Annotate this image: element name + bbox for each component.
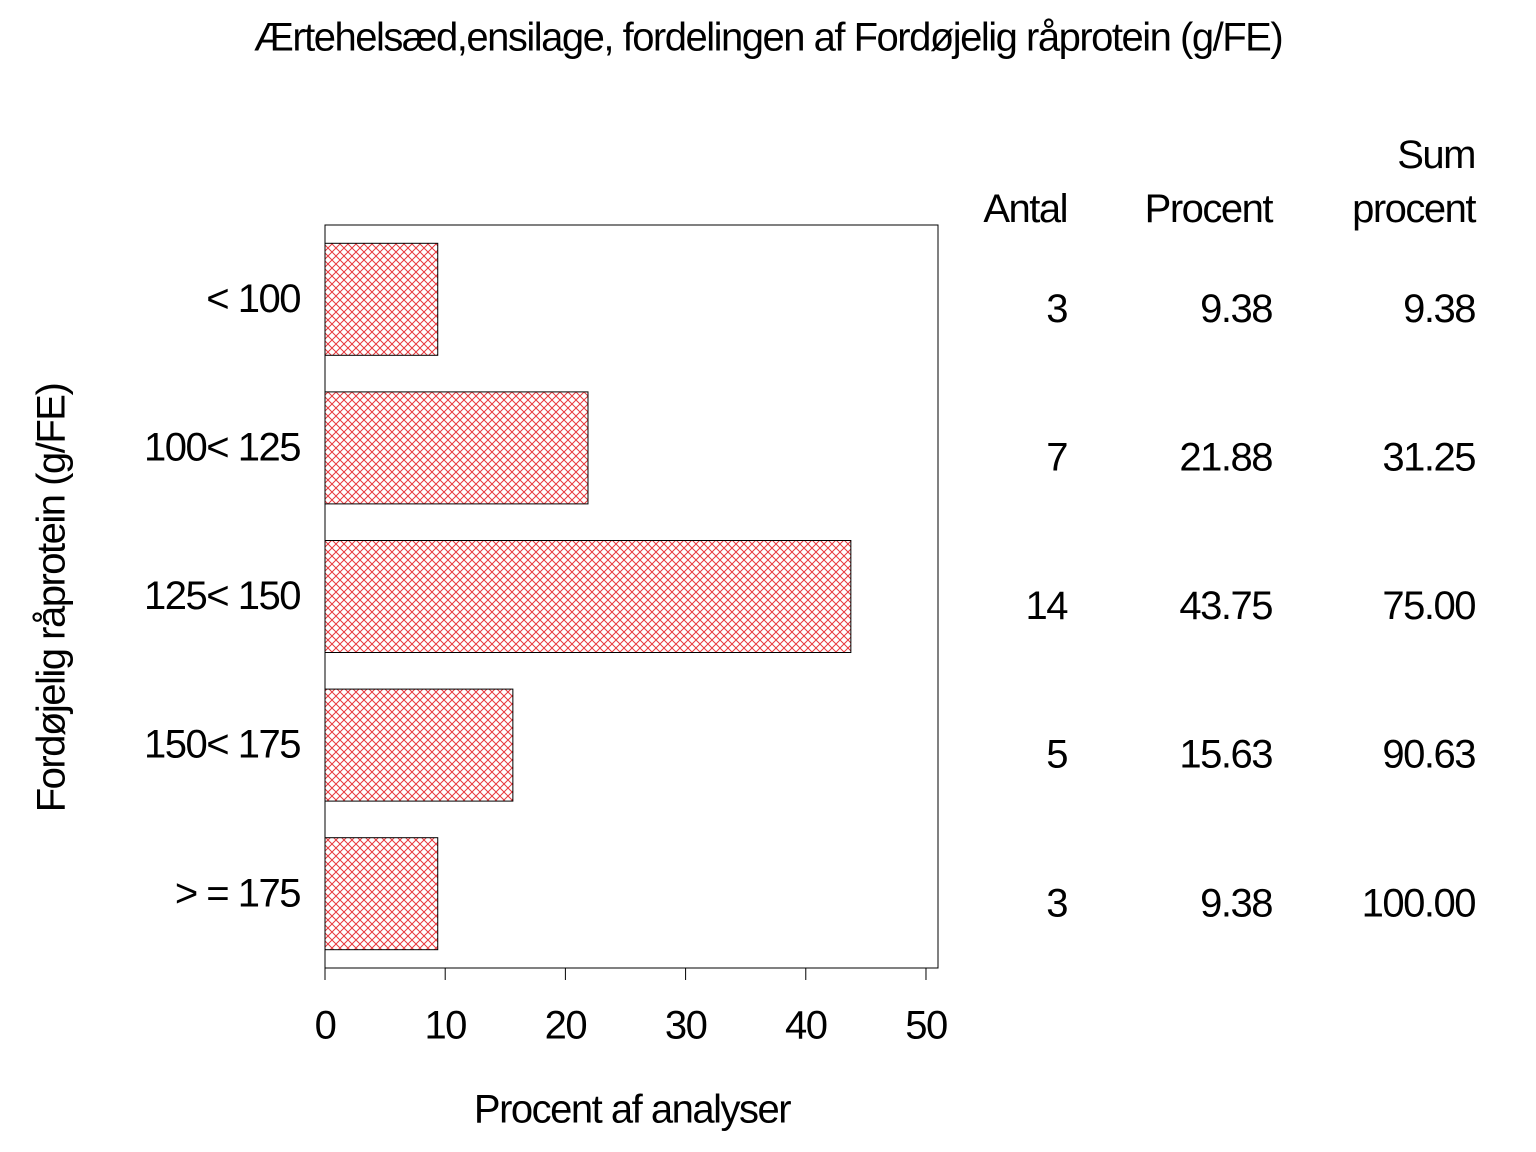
table-cell: 9.38: [1200, 287, 1272, 331]
bar: [324, 242, 439, 356]
bar: [324, 540, 852, 653]
y-tick-label: < 100: [206, 277, 300, 321]
y-tick-label: 150< 175: [144, 723, 300, 767]
y-axis-label: Fordøjelig råprotein (g/FE): [30, 384, 74, 813]
bar: [324, 688, 514, 802]
bar: [324, 391, 589, 505]
table-cell: 5: [1046, 733, 1067, 777]
chart-title: Ærtehelsæd,ensilage, fordelingen af Ford…: [254, 16, 1282, 60]
table-cell: 14: [1026, 584, 1069, 628]
table-cell: 21.88: [1179, 435, 1272, 479]
table-cell: 3: [1046, 287, 1067, 331]
y-tick-label: 125< 150: [144, 574, 300, 618]
table-cell: 9.38: [1403, 287, 1475, 331]
table-header-cell: Procent: [1144, 187, 1274, 231]
x-tick-label: 40: [785, 1004, 827, 1048]
table-cell: 43.75: [1179, 584, 1272, 628]
y-tick-label: 100< 125: [144, 425, 300, 469]
table-cell: 3: [1046, 881, 1067, 925]
x-tick-label: 50: [905, 1004, 947, 1048]
y-tick-label: > = 175: [175, 871, 300, 915]
x-tick-label: 10: [424, 1004, 466, 1048]
table-cell: 75.00: [1382, 584, 1475, 628]
x-axis-label: Procent af analyser: [474, 1088, 791, 1132]
x-tick-label: 0: [315, 1004, 336, 1048]
table-header-cell: Antal: [983, 187, 1068, 231]
table-cell: 7: [1046, 435, 1067, 479]
table-cell: 90.63: [1382, 733, 1475, 777]
table-cell: 100.00: [1362, 881, 1476, 925]
table-cell: 31.25: [1382, 435, 1475, 479]
table-header-cell: Sum procent: [1352, 133, 1476, 231]
table-cell: 15.63: [1179, 733, 1272, 777]
x-tick-label: 20: [545, 1004, 587, 1048]
x-tick-label: 30: [665, 1004, 707, 1048]
bar: [324, 837, 439, 951]
table-cell: 9.38: [1200, 881, 1272, 925]
